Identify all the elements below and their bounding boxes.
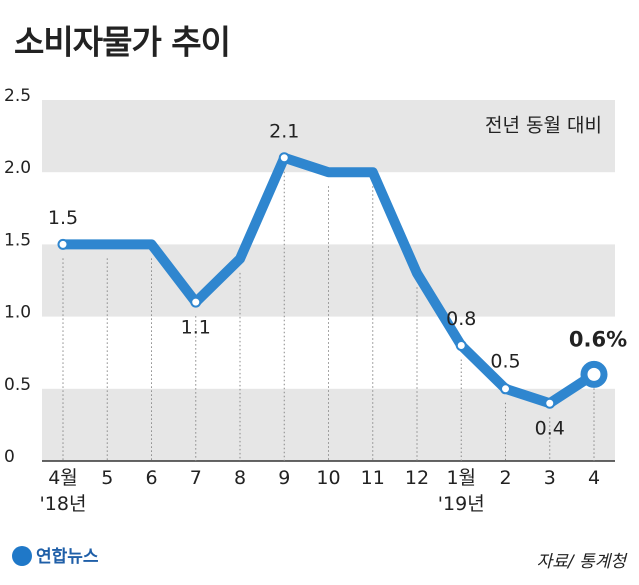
x-tick-label: 4 (587, 467, 601, 489)
logo: 연합뉴스 (36, 546, 99, 567)
x-tick-label: 6 (145, 467, 158, 489)
x-tick-label: 2 (499, 467, 512, 489)
x-tick-label: 8 (233, 467, 247, 489)
value-label: 0.8 (446, 308, 476, 330)
y-tick-label: 2.5 (4, 86, 31, 106)
x-tick-label: 1월 '19년 (437, 467, 485, 515)
y-tick-label: 0 (4, 447, 15, 467)
x-tick-label: 4월 '18년 (39, 467, 87, 515)
grid-band (42, 244, 615, 317)
marker (544, 397, 556, 409)
y-tick-label: 1.5 (4, 230, 31, 250)
chart-title: 소비자물가 추이 (14, 23, 230, 62)
x-tick-label: 9 (278, 467, 291, 489)
x-tick-label: 3 (543, 467, 556, 489)
value-label: 0.5 (490, 350, 520, 372)
value-label: 1.1 (181, 317, 211, 339)
value-label: 0.4 (535, 418, 565, 440)
subtitle: 전년 동월 대비 (485, 115, 602, 137)
value-label: 0.6% (569, 327, 627, 351)
marker (580, 360, 608, 388)
background (42, 100, 615, 462)
x-tick-label: 10 (316, 467, 341, 489)
marker (190, 296, 202, 308)
y-tick-label: 1.0 (4, 303, 31, 323)
y-tick-label: 2.0 (4, 158, 31, 178)
x-tick-label: 11 (360, 467, 385, 489)
grid-band (42, 100, 615, 173)
y-tick-label: 0.5 (4, 375, 31, 395)
grid-band (42, 388, 615, 461)
marker (500, 383, 511, 395)
source: 자료/ 통계청 (537, 552, 629, 572)
value-label: 1.5 (48, 207, 78, 229)
marker (455, 339, 467, 351)
value-label: 2.1 (269, 120, 299, 142)
x-tick-label: 5 (101, 467, 114, 489)
marker (57, 238, 69, 250)
logo-icon (12, 546, 32, 566)
x-tick-label: 7 (189, 467, 202, 489)
x-tick-label: 12 (404, 467, 430, 489)
marker (278, 152, 290, 164)
